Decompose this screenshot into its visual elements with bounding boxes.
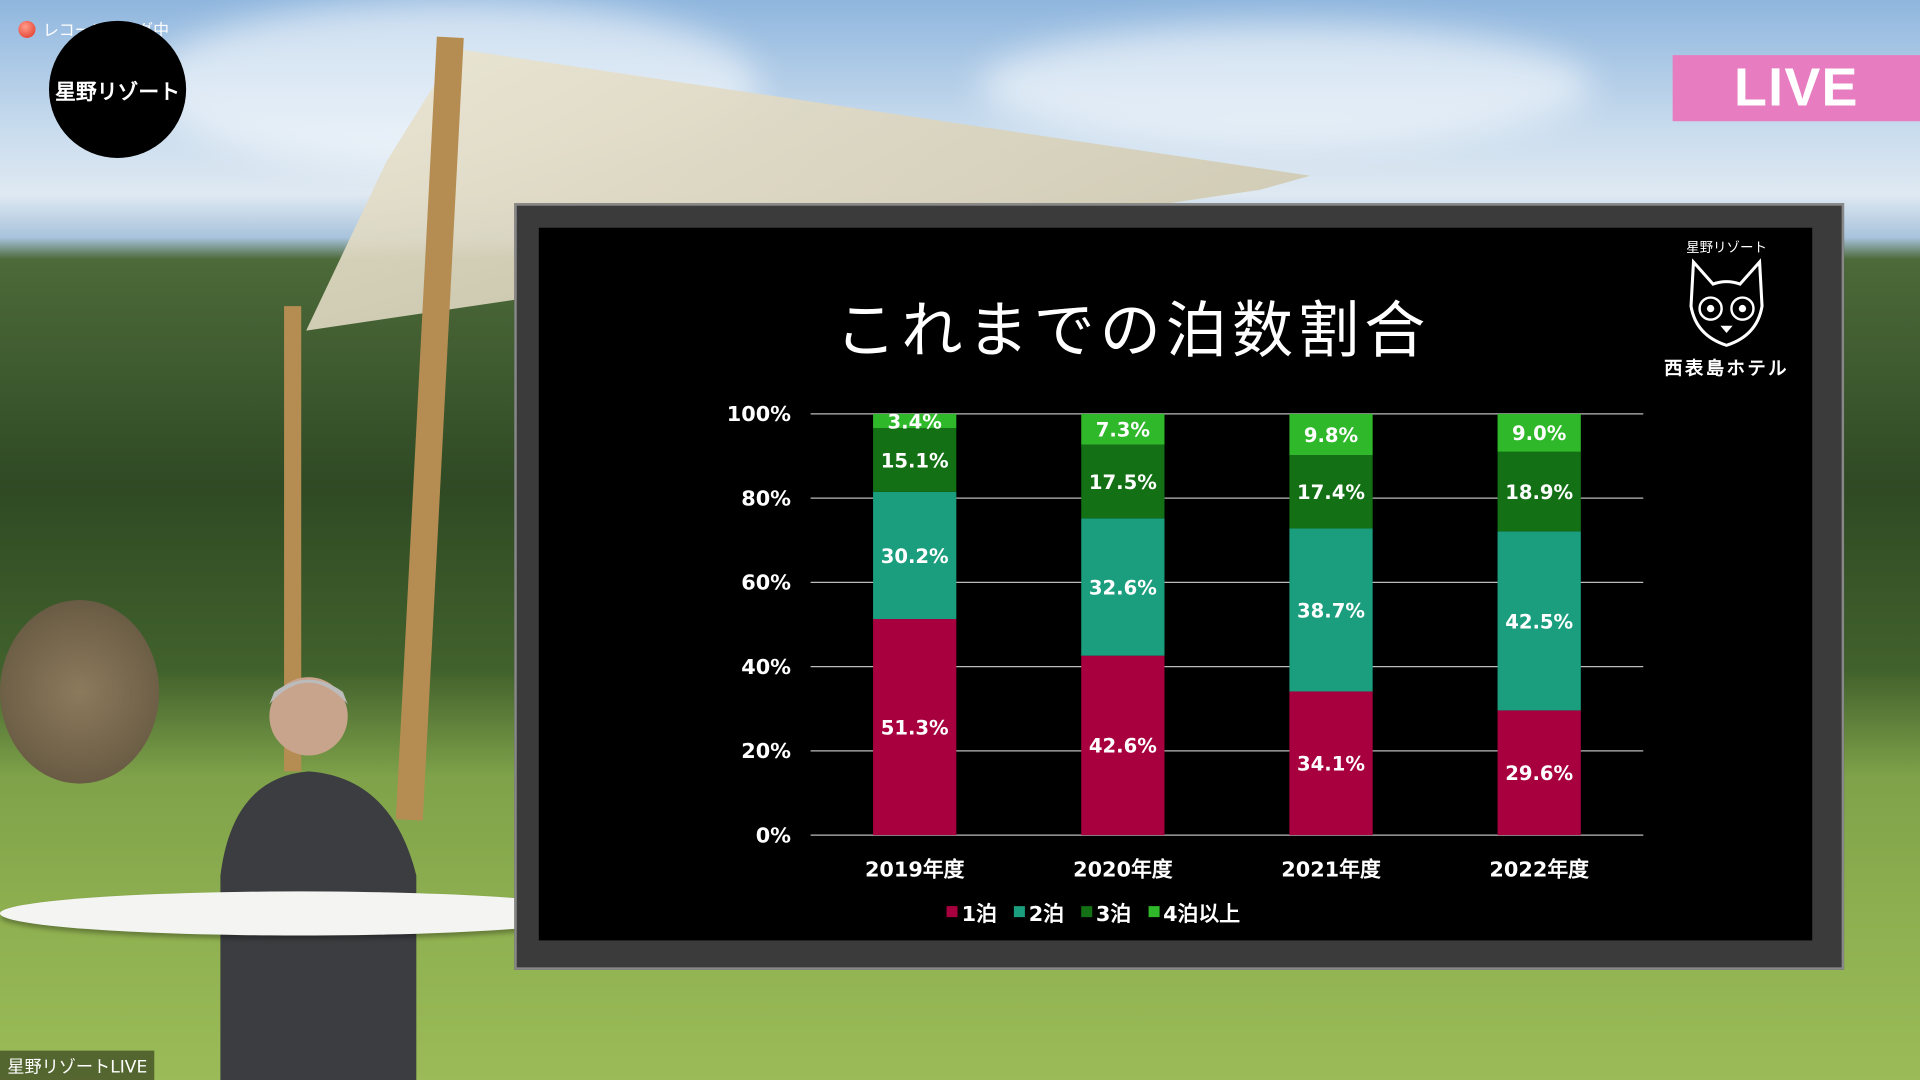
stacked-bar-chart: 0% 20% 40% 60% 80% 100% 51.3% 30.2% 15.1% 3.4% 201… <box>727 402 1644 882</box>
legend-item: 1泊 <box>946 896 997 927</box>
bar-segment <box>1081 413 1165 445</box>
slide: これまでの泊数割合 星野リゾート 西表島ホテル 0% 20% 40% 60% 80% 10… <box>538 227 1813 941</box>
hotel-logo: 星野リゾート 西表島ホテル <box>1647 238 1806 381</box>
bar-segment <box>1289 455 1373 529</box>
x-category-label: 2019年度 <box>865 858 965 882</box>
legend-label: 3泊 <box>1095 902 1132 927</box>
data-label: 30.2% <box>881 545 949 568</box>
data-label: 17.5% <box>1089 471 1157 494</box>
legend-swatch <box>1014 906 1026 918</box>
live-badge-text: LIVE <box>1733 57 1859 118</box>
bar-segment <box>1081 655 1165 836</box>
bar-segment <box>1081 444 1165 519</box>
data-label: 51.3% <box>881 716 949 739</box>
data-label: 42.6% <box>1089 735 1157 758</box>
legend-label: 2泊 <box>1028 902 1065 927</box>
y-tick-label: 40% <box>741 655 791 679</box>
cloud <box>979 24 1592 147</box>
data-label: 3.4% <box>888 410 942 433</box>
channel-label: 星野リゾートLIVE <box>0 1050 155 1080</box>
data-label: 15.1% <box>881 449 949 472</box>
x-category-label: 2021年度 <box>1281 858 1381 882</box>
data-label: 38.7% <box>1297 599 1365 622</box>
bar-segment <box>873 413 957 429</box>
x-category-label: 2020年度 <box>1073 858 1173 882</box>
data-label: 42.5% <box>1505 610 1573 633</box>
data-label: 7.3% <box>1096 419 1150 442</box>
legend-label: 1泊 <box>961 902 997 927</box>
data-label: 9.0% <box>1512 422 1566 445</box>
bar-segment <box>1497 531 1581 711</box>
legend-label: 4泊以上 <box>1163 902 1241 927</box>
y-tick-label: 60% <box>741 571 791 595</box>
presentation-screen: これまでの泊数割合 星野リゾート 西表島ホテル 0% 20% 40% 60% 80% 10… <box>514 203 1845 970</box>
bar-segment <box>1289 691 1373 836</box>
wooden-pole <box>284 306 302 772</box>
live-badge: LIVE <box>1672 55 1920 122</box>
chart-legend: 1泊 2泊 3泊 4泊以上 <box>539 896 1645 927</box>
data-label: 18.9% <box>1505 481 1573 504</box>
bar-segment <box>873 619 957 836</box>
legend-swatch <box>946 906 958 918</box>
data-label: 32.6% <box>1089 576 1157 599</box>
data-label: 17.4% <box>1297 481 1365 504</box>
hay-bale <box>0 600 160 784</box>
slide-title: これまでの泊数割合 <box>835 295 1431 367</box>
brand-badge: 星野リゾート <box>48 20 187 158</box>
data-label: 29.6% <box>1505 762 1573 785</box>
legend-item: 4泊以上 <box>1148 896 1240 927</box>
legend-swatch <box>1081 906 1093 918</box>
logo-hotel-name: 西表島ホテル <box>1664 357 1789 380</box>
record-dot-icon <box>18 20 36 38</box>
legend-swatch <box>1148 906 1160 918</box>
bar-segment <box>873 428 957 492</box>
y-tick-label: 0% <box>756 823 791 847</box>
data-label: 9.8% <box>1304 424 1358 447</box>
x-category-label: 2022年度 <box>1489 858 1589 882</box>
data-label: 34.1% <box>1297 753 1365 776</box>
brand-badge-text: 星野リゾート <box>55 80 181 105</box>
legend-item: 2泊 <box>1014 896 1064 927</box>
y-tick-label: 20% <box>741 739 791 763</box>
bar-segment <box>1289 528 1373 692</box>
logo-brand-text: 星野リゾート <box>1686 240 1767 256</box>
bar-segment <box>873 491 957 620</box>
y-tick-label: 100% <box>727 402 791 426</box>
bar-segment <box>1081 518 1165 656</box>
legend-item: 3泊 <box>1081 896 1131 927</box>
cat-logo-icon <box>1689 258 1764 347</box>
presenter <box>220 677 417 1080</box>
table <box>0 891 601 936</box>
bar-segment <box>1289 413 1373 456</box>
bar-segment <box>1497 451 1581 532</box>
bar-segment <box>1497 413 1581 452</box>
y-tick-label: 80% <box>741 486 791 510</box>
bar-segment <box>1497 710 1581 836</box>
